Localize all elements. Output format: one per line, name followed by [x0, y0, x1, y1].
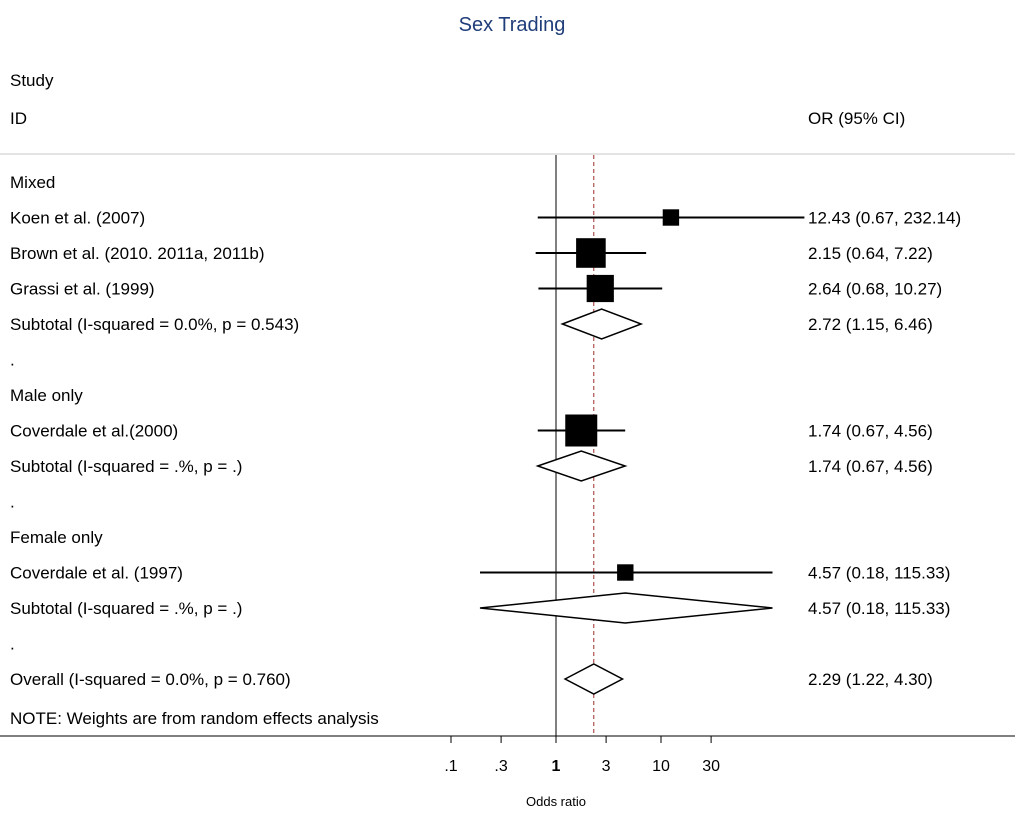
blank-row-9-label: .: [10, 493, 15, 512]
group-row-0-label: Mixed: [10, 173, 55, 192]
blank-row-5-label: .: [10, 351, 15, 370]
x-tick-label-3: 3: [602, 758, 611, 775]
study-row-7-or-ci: 1.74 (0.67, 4.56): [808, 422, 933, 441]
subtotal-row-12-or-ci: 4.57 (0.18, 115.33): [808, 599, 950, 618]
weights-note: NOTE: Weights are from random effects an…: [10, 709, 379, 728]
subtotal-row-4-label: Subtotal (I-squared = 0.0%, p = 0.543): [10, 315, 299, 334]
study-row-1-point-estimate: [667, 214, 675, 221]
x-tick-label-4: 10: [652, 758, 670, 775]
study-row-7-point-estimate: [577, 427, 585, 434]
study-row-11-point-estimate: [621, 569, 629, 576]
study-row-2-or-ci: 2.15 (0.64, 7.22): [808, 244, 933, 263]
study-row-3-point-estimate: [596, 285, 604, 292]
study-header-line2: ID: [10, 109, 27, 128]
study-row-7-label: Coverdale et al.(2000): [10, 422, 178, 441]
subtotal-row-12-label: Subtotal (I-squared = .%, p = .): [10, 599, 242, 618]
study-row-3-label: Grassi et al. (1999): [10, 280, 155, 299]
x-axis-label: Odds ratio: [526, 794, 586, 809]
overall-row-14-diamond: [563, 663, 625, 695]
group-row-6-label: Male only: [10, 386, 83, 405]
x-tick-label-1: .3: [494, 758, 507, 775]
overall-row-14-label: Overall (I-squared = 0.0%, p = 0.760): [10, 670, 291, 689]
blank-row-13-label: .: [10, 635, 15, 654]
study-row-11-label: Coverdale et al. (1997): [10, 564, 183, 583]
study-row-1-or-ci: 12.43 (0.67, 232.14): [808, 209, 961, 228]
subtotal-row-4-diamond: [560, 308, 644, 340]
study-header-line1: Study: [10, 71, 54, 90]
study-row-2-label: Brown et al. (2010. 2011a, 2011b): [10, 244, 265, 263]
group-row-10-label: Female only: [10, 528, 103, 547]
x-tick-label-5: 30: [702, 758, 720, 775]
chart-title: Sex Trading: [459, 14, 566, 36]
x-axis-ticks: .1 .3 1 3 10 30: [444, 736, 720, 775]
subtotal-row-8-or-ci: 1.74 (0.67, 4.56): [808, 457, 933, 476]
x-tick-label-2: 1: [552, 758, 561, 775]
study-row-1-label: Koen et al. (2007): [10, 209, 145, 228]
plot-layer: Mixed Koen et al. (2007) 12.43 (0.67, 232.…: [10, 155, 961, 736]
estimate-header: OR (95% CI): [808, 109, 905, 128]
subtotal-row-8-label: Subtotal (I-squared = .%, p = .): [10, 457, 242, 476]
subtotal-row-8-diamond: [535, 450, 628, 482]
study-row-11-or-ci: 4.57 (0.18, 115.33): [808, 564, 950, 583]
x-tick-label-0: .1: [444, 758, 457, 775]
subtotal-row-4-or-ci: 2.72 (1.15, 6.46): [808, 315, 933, 334]
study-row-2-point-estimate: [587, 249, 595, 257]
study-row-3-or-ci: 2.64 (0.68, 10.27): [808, 280, 942, 299]
overall-row-14-or-ci: 2.29 (1.22, 4.30): [808, 670, 933, 689]
subtotal-row-12-diamond: [479, 592, 773, 624]
